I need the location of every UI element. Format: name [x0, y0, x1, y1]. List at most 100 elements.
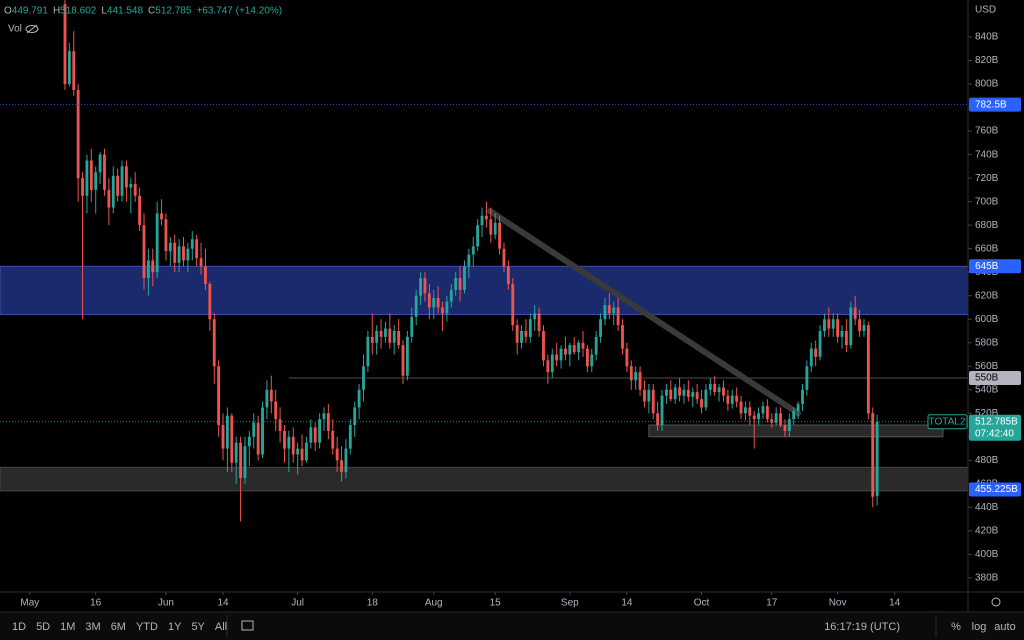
candle-body [89, 160, 93, 190]
candle-body [283, 430, 286, 449]
x-tick-label: Jun [158, 598, 174, 609]
candle-body [506, 266, 510, 284]
candle-body [796, 403, 800, 411]
candle-body [98, 154, 102, 173]
candle-body [401, 345, 405, 376]
currency[interactable]: USD [975, 5, 996, 16]
candle-body [217, 366, 221, 426]
candle-body [379, 330, 383, 337]
countdown: 07:42:40 [975, 428, 1014, 439]
candle-body [72, 51, 76, 90]
candle-body [120, 166, 124, 196]
candle-body [629, 366, 633, 381]
candle-body [463, 266, 466, 290]
candle-body [362, 366, 365, 390]
x-tick-label: Aug [425, 598, 443, 609]
y-tick-label: 720B [975, 173, 999, 184]
candle-body [103, 154, 106, 190]
candle-body [577, 342, 581, 353]
candle-body [353, 407, 357, 426]
y-tick-label: 660B [975, 243, 999, 254]
candle-body [204, 266, 207, 284]
date-range-icon[interactable] [241, 620, 254, 631]
candle-body [722, 387, 725, 396]
candle-body [761, 406, 765, 414]
candle-body [656, 413, 660, 426]
candle-body [792, 410, 796, 420]
candle-body [695, 392, 699, 400]
toolbar-time: 16:17:19 (UTC) [824, 621, 900, 633]
x-tick-label: Jul [291, 598, 304, 609]
candle-body [559, 348, 563, 361]
candle-body [625, 348, 629, 367]
settings-icon[interactable] [991, 597, 1001, 607]
range-button[interactable]: 1Y [168, 621, 182, 633]
candle-body [164, 219, 168, 252]
candle-body [265, 389, 269, 408]
x-tick-label: 16 [90, 598, 102, 609]
x-tick-label: 14 [621, 598, 633, 609]
candle-body [230, 415, 234, 463]
candle-body [590, 354, 594, 367]
range-button[interactable]: All [215, 621, 227, 633]
candle-body [160, 213, 163, 220]
candle-body [348, 425, 352, 449]
y-tick-label: 520B [975, 408, 999, 419]
range-button[interactable]: 6M [111, 621, 126, 633]
candle-body [436, 298, 440, 308]
candle-body [318, 419, 322, 443]
range-button[interactable]: 5D [36, 621, 50, 633]
candle-body [669, 389, 673, 400]
last-price-label: 512.785B [975, 416, 1018, 427]
ohlc-value: 512.785 [155, 6, 192, 17]
range-button[interactable]: 1D [12, 621, 26, 633]
y-tick-label: 700B [975, 196, 999, 207]
candle-body [269, 389, 273, 402]
range-button[interactable]: 1M [60, 621, 75, 633]
candle-body [256, 422, 260, 455]
y-tick-label: 740B [975, 149, 999, 160]
range-button[interactable]: 3M [85, 621, 100, 633]
level-label: 455.225B [975, 484, 1018, 495]
candle-body [493, 222, 497, 235]
candle-body [787, 419, 791, 431]
candle-body [155, 213, 159, 273]
range-button[interactable]: 5Y [191, 621, 205, 633]
candle-body [63, 4, 67, 85]
candle-body [419, 278, 422, 296]
candle-body [827, 319, 831, 329]
candle-body [111, 175, 115, 208]
candle-body [357, 389, 361, 408]
toolbar-percent[interactable]: % [951, 621, 961, 633]
x-tick-label: 14 [217, 598, 229, 609]
candle-body [704, 389, 708, 408]
candle-body [441, 307, 444, 314]
candle-body [801, 389, 804, 404]
candle-body [212, 319, 216, 367]
candle-body [871, 413, 875, 497]
candle-body [752, 415, 756, 420]
level-label: 645B [975, 261, 999, 272]
candle-body [866, 325, 870, 414]
candle-body [85, 160, 89, 196]
level-label: 782.5B [975, 99, 1007, 110]
candle-body [748, 407, 752, 416]
candle-body [779, 413, 782, 426]
candle-body [546, 360, 550, 373]
y-tick-label: 820B [975, 55, 999, 66]
candle-body [168, 242, 172, 252]
candle-body [770, 419, 774, 423]
level-label-bg [969, 371, 1021, 386]
eye-icon[interactable] [25, 24, 39, 34]
candle-body [129, 184, 133, 188]
candle-body [247, 436, 251, 447]
candle-body [542, 330, 545, 361]
candle-body [94, 172, 98, 190]
candle-body [195, 239, 199, 259]
candle-body [138, 195, 142, 226]
candle-body [449, 289, 453, 302]
range-button[interactable]: YTD [136, 621, 158, 633]
toolbar-log[interactable]: log [972, 621, 987, 633]
toolbar-auto[interactable]: auto [994, 621, 1015, 633]
